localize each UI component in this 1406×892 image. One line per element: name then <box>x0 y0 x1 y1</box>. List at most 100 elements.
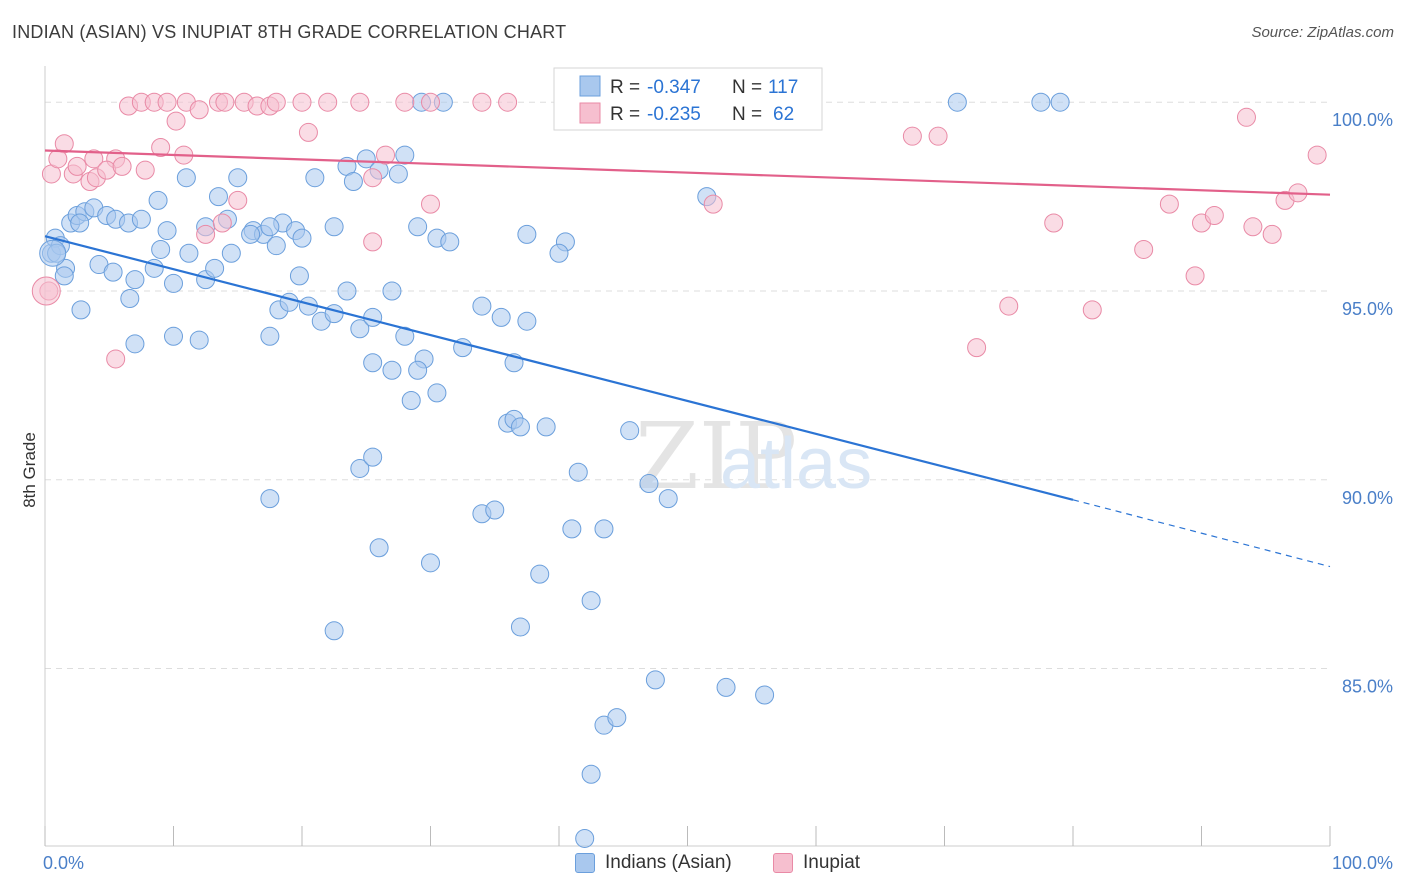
bottom-legend-label-inupiat: Inupiat <box>803 852 861 873</box>
indians-asian-point-96 <box>645 670 665 690</box>
indians-asian-point-60 <box>382 281 402 301</box>
indians-asian-point-67 <box>491 307 511 327</box>
inupiat-point-40 <box>228 190 248 210</box>
indians-asian-point-20 <box>228 168 248 188</box>
indians-asian-point-85 <box>363 447 383 467</box>
indians-asian-point-35 <box>408 217 428 237</box>
inupiat-point-44 <box>703 194 723 214</box>
inupiat-point-26 <box>421 92 440 112</box>
indians-asian-point-92 <box>568 462 588 482</box>
indians-asian-point-83 <box>324 621 344 641</box>
indians-asian-point-80 <box>510 417 530 437</box>
legend-n-value-1: 117 <box>768 77 798 98</box>
indians-asian-point-74 <box>382 360 402 380</box>
inupiat-point-52 <box>1159 194 1179 214</box>
indians-asian-point-41 <box>125 270 145 290</box>
indians-asian-point-50 <box>260 217 280 237</box>
indians-asian-point-113 <box>517 224 537 244</box>
legend-swatch-blue <box>579 75 601 97</box>
inupiat-point-21 <box>318 92 338 112</box>
x-tick-label-1: 100.0% <box>1332 853 1393 873</box>
indians-asian-point-45 <box>179 243 199 263</box>
indians-asian-point-77 <box>427 383 447 403</box>
inupiat-point-50 <box>1082 300 1102 320</box>
y-tick-label-2: 95.0% <box>1342 299 1393 319</box>
indians-asian-point-112 <box>1050 92 1070 112</box>
indians-asian-point-39 <box>103 262 123 282</box>
indians-asian-point-34 <box>395 145 415 165</box>
inupiat-point-31 <box>67 156 87 176</box>
indians-asian-point-90 <box>510 617 530 637</box>
indians-asian-point-110 <box>947 92 967 112</box>
indians-asian-point-95 <box>639 474 659 494</box>
indians-asian-point-33 <box>388 164 408 184</box>
y-tick-label-1: 90.0% <box>1342 488 1393 508</box>
indians-asian-point-61 <box>395 326 415 346</box>
indians-asian-point-13 <box>131 209 151 229</box>
indians-asian-point-115 <box>517 311 537 331</box>
y-tick-label-0: 85.0% <box>1342 677 1393 697</box>
inupiat-point-49 <box>1044 213 1064 233</box>
inupiat-point-41 <box>363 232 383 252</box>
indians-asian-point-44 <box>164 273 183 293</box>
inupiat-point-46 <box>928 126 948 146</box>
legend-r-label-1: R = <box>610 77 640 98</box>
inupiat-point-53 <box>1185 266 1205 286</box>
legend-r-label-2: R = <box>610 104 640 125</box>
legend-r-value-2: -0.235 <box>647 104 701 125</box>
indians-asian-point-86 <box>369 538 389 558</box>
inupiat-point-48 <box>999 296 1019 316</box>
inupiat-point-39 <box>212 213 232 233</box>
inupiat-point-57 <box>1262 224 1282 244</box>
inupiat-point-35 <box>135 160 155 180</box>
inupiat-point-28 <box>498 92 518 112</box>
indians-asian-point-72 <box>260 326 280 346</box>
indians-asian-point-97 <box>716 677 736 697</box>
indians-asian-point-73 <box>363 353 383 373</box>
indians-asian-point-64 <box>440 232 460 252</box>
legend-n-label-2: N = <box>732 104 762 125</box>
indians-asian-point-56 <box>324 304 344 324</box>
indians-asian-point-18 <box>208 187 228 207</box>
indians-asian-point-100 <box>607 708 627 728</box>
indians-asian-point-104 <box>620 421 640 441</box>
bottom-legend-item-indians: Indians (Asian) <box>575 852 732 874</box>
indians-asian-point-9 <box>70 213 90 233</box>
inupiat-point-56 <box>1243 217 1263 237</box>
inupiat-point-60 <box>1307 145 1327 165</box>
indians-asian-point-30 <box>343 171 363 191</box>
inupiat-point-9 <box>157 92 177 112</box>
indians-asian-point-105 <box>594 519 614 539</box>
inupiat-point-34 <box>112 156 132 176</box>
indians-asian-point-26 <box>292 228 312 248</box>
indians-asian-point-69 <box>125 334 145 354</box>
x-tick-label-0: 0.0% <box>43 853 84 873</box>
indians-asian-point-14 <box>148 190 168 210</box>
inupiat-point-36 <box>151 138 171 158</box>
inupiat-point-20 <box>298 122 318 142</box>
indians-asian-point-84 <box>350 458 370 478</box>
watermark-atlas: atlas <box>720 424 872 504</box>
series-inupiat-points <box>31 92 1327 369</box>
indians-asian-point-76 <box>408 360 428 380</box>
legend-box: R = -0.347 N = 117 R = -0.235 N = 62 <box>553 67 823 131</box>
source-label: Source: ZipAtlas.com <box>1251 24 1394 41</box>
x-tick-labels: 0.0% 100.0% <box>43 853 1393 873</box>
indians-asian-point-66 <box>472 296 492 316</box>
indians-asian-point-75 <box>401 390 421 410</box>
indians-asian-point-93 <box>562 519 582 539</box>
inupiat-point-23 <box>363 168 383 188</box>
inupiat-point-61 <box>1236 107 1256 127</box>
bottom-legend-swatch-blue <box>575 853 595 873</box>
indians-asian-point-116 <box>549 243 569 263</box>
y-tick-label-3: 100.0% <box>1332 110 1393 130</box>
inupiat-point-large <box>31 276 61 306</box>
inupiat-point-12 <box>189 100 209 120</box>
bottom-legend: Indians (Asian) Inupiat <box>0 852 1406 878</box>
indians-asian-point-70 <box>164 326 183 346</box>
legend-n-label-1: N = <box>732 77 762 98</box>
indians-asian-point-57 <box>337 281 357 301</box>
chart-title: INDIAN (ASIAN) VS INUPIAT 8TH GRADE CORR… <box>12 22 567 42</box>
trend-line-inupiat <box>44 149 1331 196</box>
inupiat-point-55 <box>1204 205 1224 225</box>
